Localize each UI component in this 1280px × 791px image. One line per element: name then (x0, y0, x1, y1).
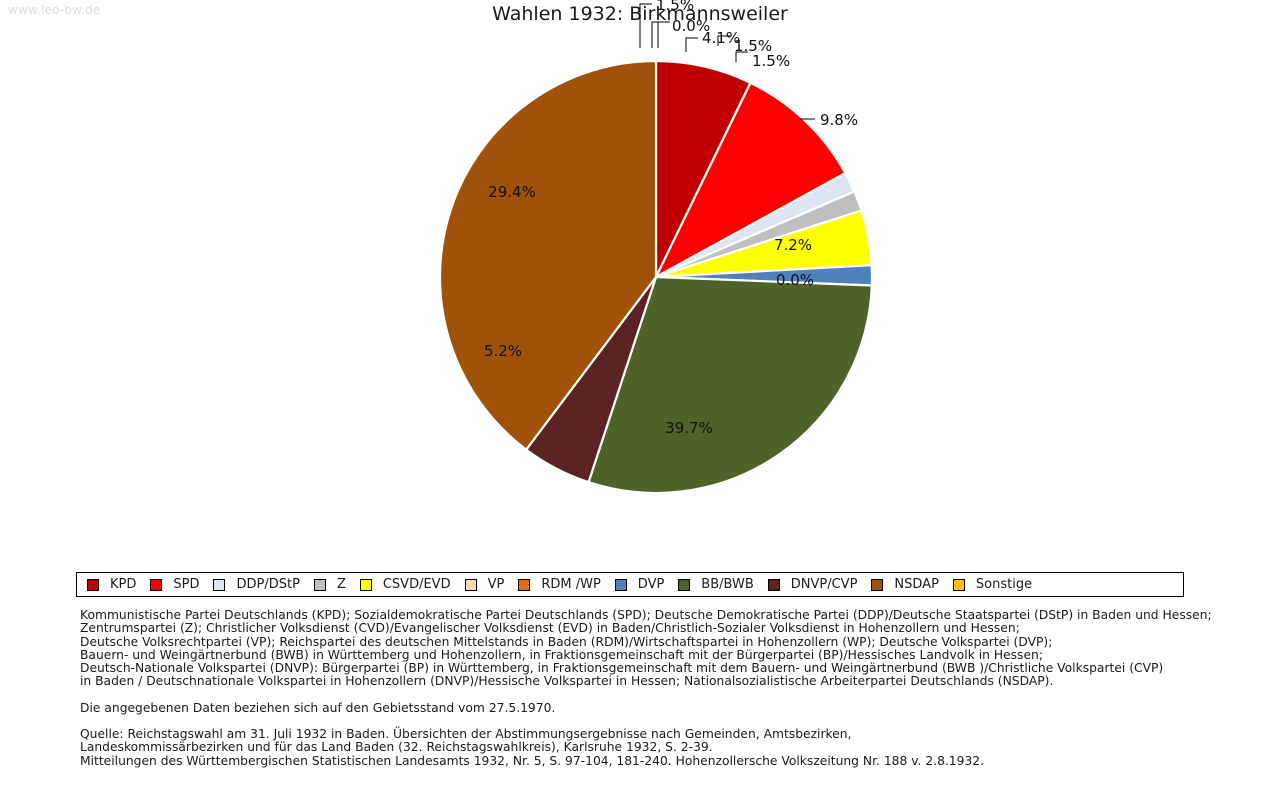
legend-item-dnvp-cvp[interactable]: DNVP/CVP (758, 577, 862, 592)
legend-item-dvp[interactable]: DVP (605, 577, 669, 592)
legend-item-nsdap[interactable]: NSDAP (861, 577, 943, 592)
slice-label-kpd: 7.2% (774, 236, 812, 254)
footnote-line: Kommunistische Partei Deutschlands (KPD)… (80, 608, 1212, 622)
legend-item-spd[interactable]: SPD (140, 577, 203, 592)
footnote-line: Landeskommissärbezirken und für das Land… (80, 740, 713, 755)
footnote-line: Deutsche Volksrechtpartei (VP); Reichspa… (80, 634, 1053, 649)
slice-label-bb-bwb: 29.4% (488, 183, 536, 201)
footnote-spacer-1 (80, 689, 1240, 702)
chart-legend: KPD SPD DDP/DStP Z CSVD/EVD VP RDM /WP DVP BB/BW… (76, 572, 1184, 597)
legend-swatch-icon (359, 578, 372, 591)
footnote-line: Bauern- und Weingärtnerbund (BWB) in Wür… (80, 647, 1043, 662)
pie-slice-bb-bwb[interactable] (587, 275, 873, 495)
slice-label-vp: 0.0% (672, 17, 710, 35)
legend-item-label: CSVD/EVD (382, 577, 451, 592)
legend-item-label: VP (487, 577, 505, 592)
slice-label-z: 1.5% (734, 37, 772, 55)
site-watermark: www.leo-bw.de (8, 3, 101, 17)
legend-item-kpd[interactable]: KPD (77, 577, 140, 592)
legend-swatch-icon (767, 578, 780, 591)
legend-swatch-icon (871, 578, 884, 591)
slice-label-dnvp-cvp: 5.2% (484, 342, 522, 360)
legend-item-z[interactable]: Z (304, 577, 350, 592)
leader-line-dvp (639, 3, 652, 48)
legend-item-csvd-evd[interactable]: CSVD/EVD (350, 577, 455, 592)
pie-leader-lines (639, 3, 815, 120)
slice-label-sonstige: 0.0% (776, 271, 814, 289)
leader-line-ddp-dstp (735, 51, 748, 62)
legend-swatch-icon (313, 578, 326, 591)
footnote-line: Zentrumspartei (Z); Christlicher Volksdi… (80, 621, 1020, 636)
footnote-source: Quelle: Reichstagswahl am 31. Juli 1932 … (80, 727, 1240, 768)
pie-chart-svg: 7.2%9.8%1.5%1.5%4.1%0.0%1.5%29.4%5.2%39.… (438, 0, 874, 495)
footnote-parties: Kommunistische Partei Deutschlands (KPD)… (80, 608, 1240, 689)
footnotes: Kommunistische Partei Deutschlands (KPD)… (80, 608, 1240, 768)
legend-swatch-icon (150, 578, 163, 591)
legend-item-label: RDM /WP (541, 577, 601, 592)
legend-item-label: BB/BWB (701, 577, 754, 592)
slice-label-spd: 9.8% (820, 111, 858, 129)
legend-item-label: DNVP/CVP (790, 577, 858, 592)
legend-swatch-icon (614, 578, 627, 591)
leader-line-rdm-wp (651, 21, 664, 48)
legend-item-label: KPD (110, 577, 137, 592)
leader-line-vp (657, 21, 670, 48)
legend-item-label: SPD (173, 577, 200, 592)
legend-item-vp[interactable]: VP (455, 577, 509, 592)
legend-swatch-icon (213, 578, 226, 591)
footnote-territory: Die angegebenen Daten beziehen sich auf … (80, 700, 556, 715)
legend-item-label: Z (336, 577, 346, 592)
legend-swatch-icon (952, 578, 965, 591)
legend-item-label: Sonstige (975, 577, 1033, 592)
legend-swatch-icon (518, 578, 531, 591)
pie-slice-spd[interactable] (653, 81, 847, 280)
legend-item-label: DVP (637, 577, 665, 592)
slice-label-nsdap: 39.7% (665, 419, 713, 437)
slice-label-ddp-dstp: 1.5% (752, 52, 790, 70)
footnote-line: Mitteilungen des Württembergischen Stati… (80, 753, 985, 768)
legend-item-sonstige[interactable]: Sonstige (943, 577, 1036, 592)
pie-slice-nsdap[interactable] (438, 59, 658, 452)
legend-swatch-icon (464, 578, 477, 591)
footnote-line: Deutsch-Nationale Volkspartei (DNVP): Bü… (80, 661, 1164, 676)
pie-chart: 7.2% 9.8% 1.5% 1.5% 4.1% 0.0% 1.5% 29.4% 5.2% 39.… (438, 0, 874, 495)
legend-swatch-icon (678, 578, 691, 591)
legend-item-label: DDP/DStP (236, 577, 300, 592)
legend-item-bb-bwb[interactable]: BB/BWB (668, 577, 757, 592)
legend-item-label: NSDAP (894, 577, 939, 592)
footnote-line: in Baden / Deutschnationale Volkspartei … (80, 674, 1054, 689)
leader-line-csvd-evd (685, 37, 698, 52)
legend-item-ddp-dstp[interactable]: DDP/DStP (203, 577, 303, 592)
slice-label-csvd-evd: 4.1% (702, 29, 740, 47)
pie-slice-labels: 7.2%9.8%1.5%1.5%4.1%0.0%1.5%29.4%5.2%39.… (484, 0, 858, 437)
slice-label-dvp: 1.5% (656, 0, 694, 14)
footnote-line: Quelle: Reichstagswahl am 31. Juli 1932 … (80, 727, 852, 742)
legend-item-rdm-wp[interactable]: RDM /WP (508, 577, 604, 592)
legend-swatch-icon (87, 578, 99, 591)
leader-line-z (717, 35, 730, 46)
pie-slices (438, 59, 874, 495)
